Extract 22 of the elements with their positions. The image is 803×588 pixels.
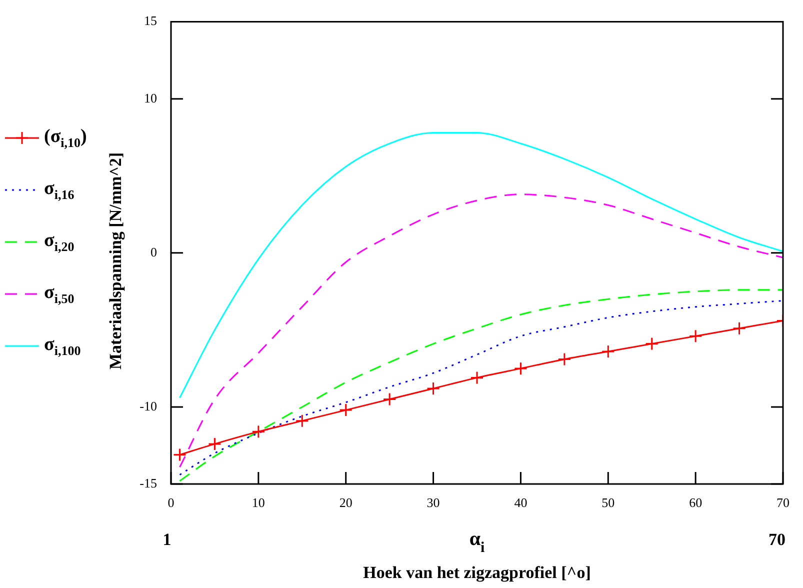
y-tick-label: -15 [140,475,157,490]
legend-label: σ$_{i,20}$ [44,230,74,254]
legend-label: σ$_{i,16}$ [44,178,74,202]
x-tick-label: 70 [776,495,790,510]
legend-label: σ$_{i,50}$ [44,282,74,306]
text: 70 [768,530,786,549]
legend-label: σ$_{i,100}$ [44,334,81,358]
y-tick-label: 15 [144,13,157,28]
x-tick-label: 10 [252,495,265,510]
x-tick-label: 0 [168,495,174,510]
x-tick-label: 20 [339,495,352,510]
legend-label: (σ$_{i,10}$) [44,126,87,150]
x-tick-label: 60 [689,495,702,510]
y-axis-title: Materiaalspanning [N/mm^2] [106,152,125,370]
x-tick-label: 40 [514,495,528,510]
y-tick-label: 0 [150,244,157,260]
y-tick-label: 10 [144,90,157,106]
text: 1 [162,530,172,549]
x-tick-label: 50 [602,495,615,510]
x-axis-title: Hoek van het zigzagprofiel [^o] [363,563,591,582]
y-tick-label: -10 [140,398,157,414]
x-tick-label: 30 [426,495,440,510]
